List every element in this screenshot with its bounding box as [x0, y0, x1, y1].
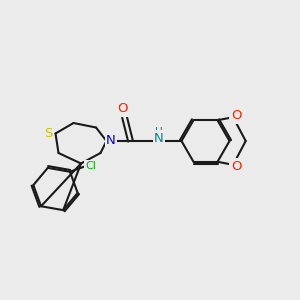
Text: S: S: [44, 127, 52, 140]
Text: H: H: [155, 127, 163, 137]
Text: O: O: [231, 160, 242, 173]
Text: O: O: [231, 109, 242, 122]
Text: Cl: Cl: [85, 161, 96, 171]
Text: N: N: [154, 131, 164, 145]
Text: O: O: [118, 102, 128, 115]
Text: N: N: [106, 134, 116, 148]
